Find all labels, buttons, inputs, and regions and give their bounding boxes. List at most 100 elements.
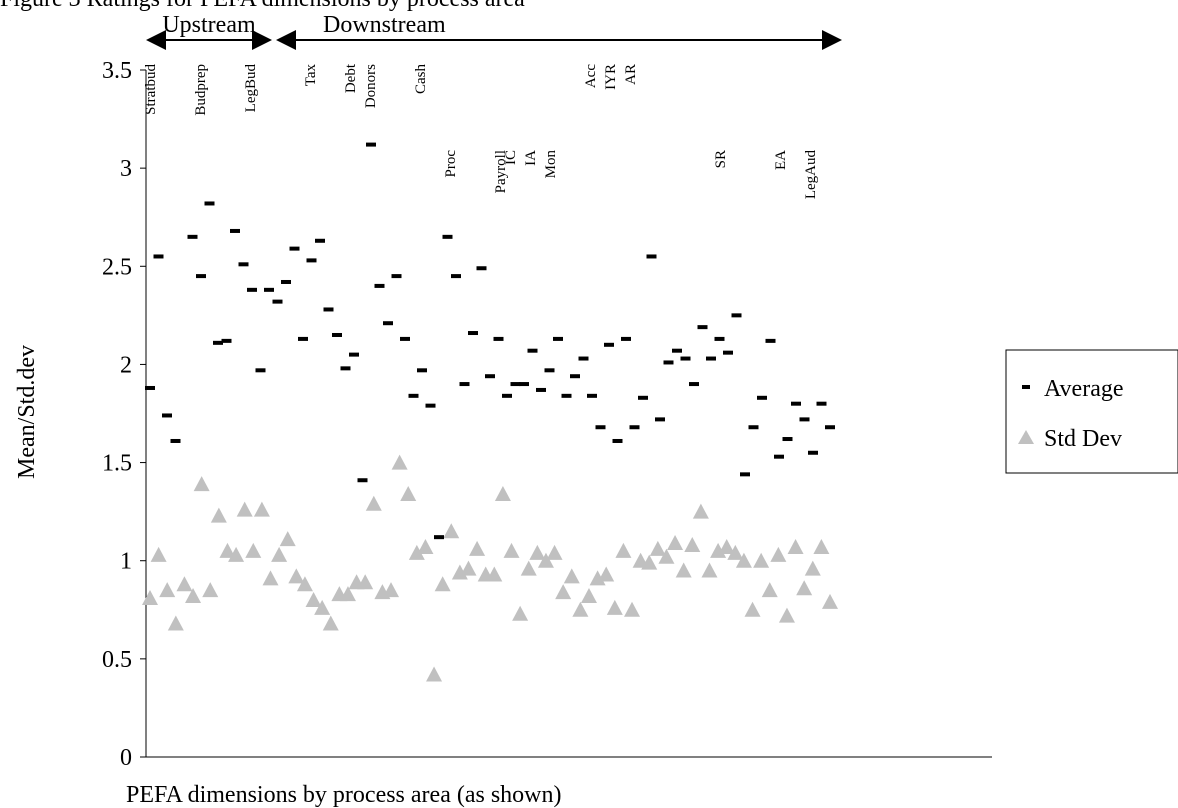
average-point	[527, 348, 538, 353]
std-dev-point	[451, 564, 468, 580]
x-axis-title: PEFA dimensions by process area (as show…	[126, 782, 562, 808]
y-tick-label: 1.5	[102, 451, 132, 477]
average-point	[357, 478, 368, 483]
std-dev-point	[296, 576, 313, 592]
std-dev-point	[176, 576, 193, 592]
category-label: AR	[623, 64, 639, 85]
average-point	[272, 299, 283, 304]
std-dev-point	[512, 605, 529, 621]
std-dev-point	[503, 542, 520, 558]
std-dev-point	[598, 566, 615, 582]
std-dev-point	[253, 501, 270, 517]
y-tick-label: 2	[120, 352, 132, 378]
average-point	[799, 417, 810, 422]
std-dev-point	[322, 615, 339, 631]
category-label: Tax	[303, 64, 319, 87]
average-point	[825, 425, 835, 430]
std-dev-point	[520, 560, 537, 576]
stream-label: Downstream	[323, 12, 446, 38]
y-tick-label: 1	[120, 549, 132, 575]
std-dev-point	[658, 548, 675, 564]
std-dev-point	[796, 580, 813, 596]
average-point	[595, 425, 606, 430]
std-dev-point	[589, 570, 606, 586]
average-point	[162, 413, 172, 418]
average-point	[757, 395, 767, 400]
average-point	[408, 393, 419, 398]
category-label: Proc	[443, 150, 459, 178]
average-point	[170, 438, 181, 443]
average-point	[485, 374, 495, 379]
average-point	[340, 366, 351, 371]
std-dev-point	[684, 537, 701, 553]
average-point	[612, 438, 623, 443]
std-dev-point	[606, 599, 623, 615]
average-point	[145, 385, 155, 390]
y-tick-label: 3	[120, 156, 132, 182]
category-label: Budprep	[193, 64, 209, 116]
average-point	[646, 254, 657, 259]
axes: 0 0.5 1 1.5 2 2.5 3 3.5	[102, 58, 992, 771]
average-point	[723, 350, 733, 355]
y-tick-label: 0.5	[102, 647, 132, 673]
std-dev-point	[727, 544, 744, 560]
average-point	[383, 321, 393, 326]
average-point	[731, 313, 742, 318]
category-label: Debt	[343, 63, 359, 93]
std-dev-point	[391, 454, 408, 470]
std-dev-point	[262, 570, 279, 586]
category-label: Payroll	[493, 150, 509, 193]
std-dev-point	[778, 607, 795, 623]
category-label: SR	[713, 150, 729, 168]
std-dev-point	[185, 588, 202, 604]
average-point	[196, 274, 206, 279]
std-dev-point	[641, 554, 658, 570]
average-point	[502, 393, 512, 398]
category-label: Mon	[543, 150, 559, 179]
average-point	[221, 338, 232, 343]
average-point	[587, 393, 597, 398]
std-dev-point	[159, 582, 176, 598]
average-point	[238, 262, 249, 267]
std-dev-point	[761, 582, 778, 598]
average-point	[561, 393, 572, 398]
std-dev-point	[365, 495, 382, 511]
std-dev-point	[624, 601, 641, 617]
std-dev-series	[142, 454, 838, 682]
average-point	[451, 274, 461, 279]
average-point	[374, 283, 385, 288]
average-point	[323, 307, 334, 312]
std-dev-point	[339, 586, 356, 602]
std-dev-point	[417, 538, 434, 554]
average-point	[604, 342, 614, 347]
std-dev-point	[279, 531, 296, 547]
std-dev-point	[150, 546, 167, 562]
std-dev-point	[718, 538, 735, 554]
std-dev-point	[383, 582, 400, 598]
std-dev-point	[314, 599, 331, 615]
average-point	[366, 142, 376, 147]
std-dev-point	[357, 574, 374, 590]
average-point	[706, 356, 716, 361]
std-dev-point	[580, 588, 597, 604]
std-dev-point	[426, 666, 443, 682]
average-point	[476, 266, 487, 271]
average-point	[638, 395, 648, 400]
std-dev-point	[804, 560, 821, 576]
average-point	[629, 425, 640, 430]
average-point	[663, 360, 674, 365]
average-point	[425, 403, 436, 408]
category-label: IA	[523, 150, 539, 166]
legend-stddev-marker	[1018, 430, 1034, 444]
average-point	[748, 425, 759, 430]
std-dev-point	[434, 576, 451, 592]
category-label: IYR	[603, 64, 619, 90]
average-point	[204, 201, 215, 206]
std-dev-point	[692, 503, 709, 519]
average-point	[621, 336, 631, 341]
average-point	[765, 338, 776, 343]
legend-average-marker	[1022, 385, 1030, 389]
average-point	[247, 287, 257, 292]
average-point	[553, 336, 563, 341]
